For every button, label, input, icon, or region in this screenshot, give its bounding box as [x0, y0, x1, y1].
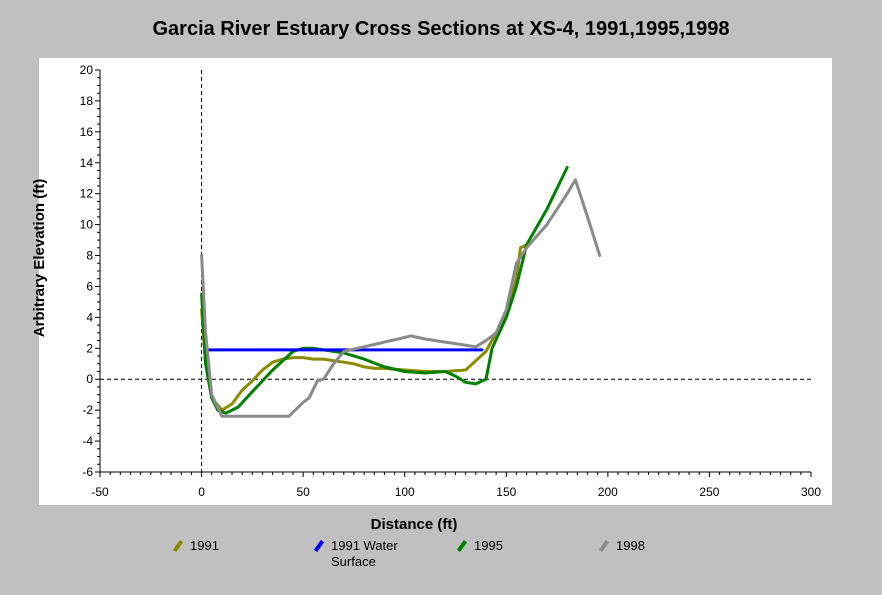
legend-swatch — [598, 539, 610, 553]
legend-item: 1991 Water Surface — [313, 538, 421, 570]
y-tick-label: 6 — [86, 279, 93, 293]
x-tick-label: 50 — [296, 485, 310, 499]
x-tick-label: 300 — [801, 485, 821, 499]
x-tick-label: 250 — [699, 485, 719, 499]
y-tick-label: 16 — [80, 125, 94, 139]
y-tick-label: -6 — [82, 465, 93, 479]
x-tick-label: 150 — [496, 485, 516, 499]
x-tick-label: -50 — [91, 485, 109, 499]
legend-label: 1998 — [616, 538, 645, 553]
series-line-1998 — [200, 178, 602, 418]
y-tick-label: -4 — [82, 434, 93, 448]
legend-swatch — [456, 539, 468, 553]
y-tick-label: 2 — [86, 341, 93, 355]
legend-item: 1995 — [456, 538, 564, 554]
legend: 1991 1991 Water Surface 1995 1998 — [0, 538, 882, 578]
y-tick-label: 0 — [86, 372, 93, 386]
axes: -6 -4 -2 0 2 4 6 8 10 12 14 16 18 20 -50 0 50 100 150 200 25… — [80, 63, 822, 499]
y-tick-label: 8 — [86, 249, 93, 263]
plot-area — [39, 58, 832, 505]
y-tick-label: 14 — [80, 156, 94, 170]
series-layer — [200, 165, 602, 418]
y-tick-label: 10 — [80, 218, 94, 232]
legend-swatch — [172, 539, 184, 553]
x-tick-label: 200 — [598, 485, 618, 499]
legend-label: 1995 — [474, 538, 503, 553]
y-axis-title: Arbitrary Elevation (ft) — [31, 179, 48, 337]
x-tick-label: 0 — [198, 485, 205, 499]
legend-label: 1991 — [190, 538, 219, 553]
series-line-1995 — [200, 165, 569, 415]
y-tick-label: -2 — [82, 403, 93, 417]
legend-swatch — [313, 539, 325, 553]
chart-title: Garcia River Estuary Cross Sections at X… — [152, 18, 730, 40]
legend-label: 1991 Water Surface — [331, 538, 398, 569]
x-axis-title: Distance (ft) — [371, 516, 458, 533]
y-tick-label: 20 — [80, 63, 94, 77]
y-tick-label: 4 — [86, 310, 93, 324]
legend-item: 1991 — [172, 538, 280, 554]
x-tick-label: 100 — [395, 485, 415, 499]
y-tick-label: 12 — [80, 187, 94, 201]
y-tick-label: 18 — [80, 94, 94, 108]
legend-item: 1998 — [598, 538, 706, 554]
series-line-1991 — [200, 243, 529, 412]
